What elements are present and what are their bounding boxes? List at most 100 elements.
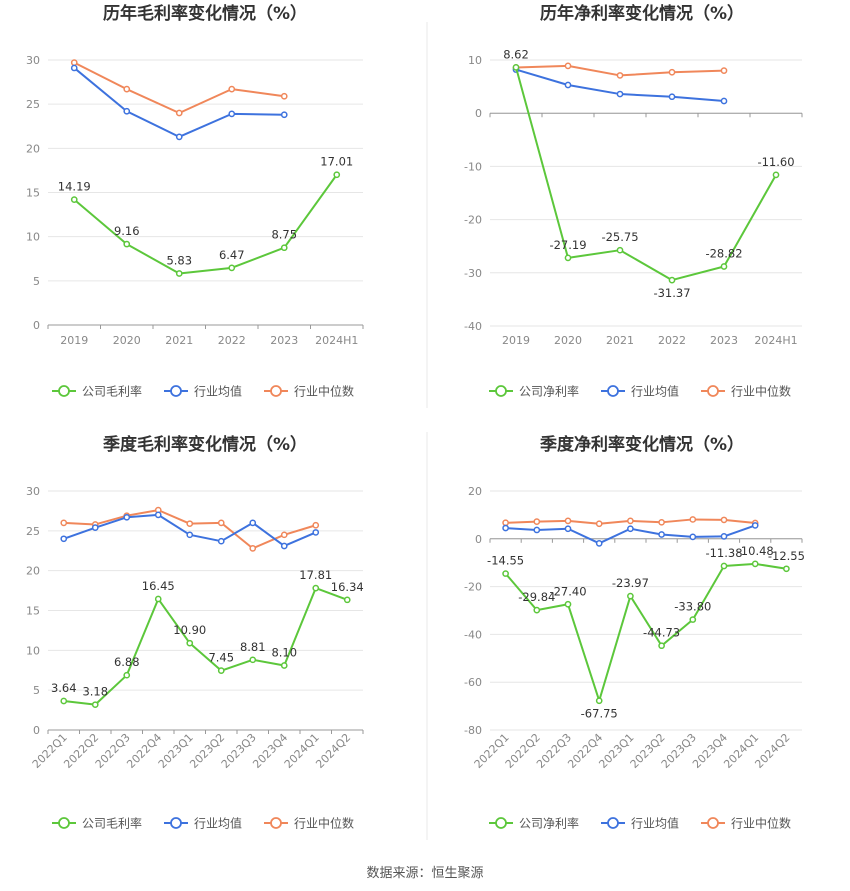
data-point [154, 511, 162, 519]
x-tick-label: 2022 [218, 334, 246, 347]
chart-title: 历年净利率变化情况（%） [540, 3, 744, 24]
data-point [280, 244, 288, 252]
x-tick-label: 2020 [554, 334, 582, 347]
data-point [91, 701, 99, 709]
data-point [228, 85, 236, 93]
data-point [60, 535, 68, 543]
data-point [502, 570, 509, 577]
legend-marker-icon [170, 817, 182, 829]
data-point [343, 596, 351, 604]
data-point [616, 246, 624, 254]
data-label: 17.81 [299, 568, 332, 582]
y-tick-label: 0 [475, 107, 482, 120]
data-point [783, 565, 790, 573]
y-tick-label: 0 [33, 319, 40, 332]
chart-panel-2: 历年净利率变化情况（%） -40 -30 -20 -10 0 10 2019 2020 2021 2… [464, 3, 803, 399]
data-point [720, 263, 728, 270]
data-label: -12.55 [768, 549, 805, 563]
x-tick-label: 2024H1 [754, 334, 797, 347]
data-point [280, 111, 288, 119]
data-label: -27.40 [549, 584, 586, 598]
data-label: 16.45 [142, 579, 175, 593]
y-tick-label: 25 [26, 525, 40, 538]
data-point [333, 171, 341, 179]
chart-title: 历年毛利率变化情况（%） [103, 3, 307, 24]
data-point [720, 533, 728, 540]
data-label: -25.75 [601, 230, 638, 244]
legend-marker-icon [58, 817, 70, 829]
data-point [123, 240, 131, 248]
data-point [658, 518, 665, 526]
y-tick-label: 0 [475, 533, 482, 546]
data-point [312, 529, 320, 536]
series-line [515, 67, 777, 282]
data-point [175, 109, 183, 117]
data-label: 14.19 [58, 180, 91, 194]
legend-marker-icon [58, 385, 70, 397]
data-point [595, 539, 603, 547]
y-tick-label: -40 [464, 628, 482, 641]
data-point [689, 533, 697, 541]
data-label: -14.55 [487, 554, 524, 568]
data-label: 8.62 [503, 47, 529, 61]
data-label: 3.18 [82, 685, 108, 699]
data-point [60, 697, 68, 705]
data-label: -11.60 [757, 155, 794, 169]
data-point [123, 107, 131, 115]
data-point [658, 531, 665, 538]
legend-label: 行业均值 [631, 384, 679, 399]
data-point [616, 90, 624, 98]
data-point [720, 516, 728, 524]
y-tick-label: 5 [33, 684, 40, 697]
data-label: 10.90 [173, 623, 206, 637]
data-point [502, 524, 509, 532]
data-label: -44.73 [643, 626, 680, 640]
data-label: -31.37 [653, 286, 690, 300]
x-tick-label: 2024H1 [315, 334, 358, 347]
y-tick-label: 10 [26, 644, 40, 657]
data-point [564, 81, 572, 89]
legend-label: 行业均值 [194, 384, 242, 399]
data-point [154, 595, 162, 603]
data-point [249, 545, 257, 552]
data-point [217, 519, 225, 527]
series-line [504, 562, 787, 702]
data-point [668, 276, 676, 284]
data-point [564, 517, 572, 525]
data-label: 16.34 [331, 580, 364, 594]
y-tick-label: 20 [468, 485, 482, 498]
x-tick-label: 2024Q2 [313, 731, 353, 771]
data-point [564, 254, 572, 262]
legend-marker-icon [495, 817, 507, 829]
y-tick-label: 25 [26, 98, 40, 111]
y-tick-label: 20 [26, 142, 40, 155]
y-tick-label: 5 [33, 275, 40, 288]
data-label: -27.19 [549, 238, 586, 252]
data-point [502, 519, 509, 527]
data-point [627, 592, 634, 600]
chart-panel-3: 季度毛利率变化情况（%）0510152025302022Q12022Q22022… [26, 434, 364, 831]
data-point [627, 525, 634, 533]
data-point [689, 616, 697, 623]
x-tick-label: 2021 [606, 334, 634, 347]
y-tick-label: 20 [26, 565, 40, 578]
chart-legend: 公司毛利率 行业均值 行业中位数 [52, 384, 354, 399]
y-tick-label: 30 [26, 54, 40, 67]
data-point [533, 606, 541, 614]
legend-label: 行业中位数 [731, 384, 791, 399]
legend-marker-icon [270, 385, 282, 397]
chart-panel-4: 季度净利率变化情况（%）-80-60-40-200202022Q12022Q22… [464, 434, 805, 831]
legend-marker-icon [607, 385, 619, 397]
data-point [751, 522, 759, 529]
data-point [533, 518, 541, 525]
chart-panel-1: 历年毛利率变化情况（%） 0 5 10 15 20 25 30 2019 2020 2021 2022… [26, 3, 364, 399]
y-tick-label: -20 [464, 581, 482, 594]
data-point [772, 171, 780, 179]
legend-label: 行业中位数 [294, 816, 354, 831]
data-point [533, 526, 541, 534]
data-label: -28.82 [705, 247, 742, 261]
legend-label: 行业均值 [631, 816, 679, 831]
y-tick-label: 10 [468, 54, 482, 67]
chart-title: 季度毛利率变化情况（%） [103, 434, 307, 455]
data-label: 8.81 [240, 640, 266, 654]
